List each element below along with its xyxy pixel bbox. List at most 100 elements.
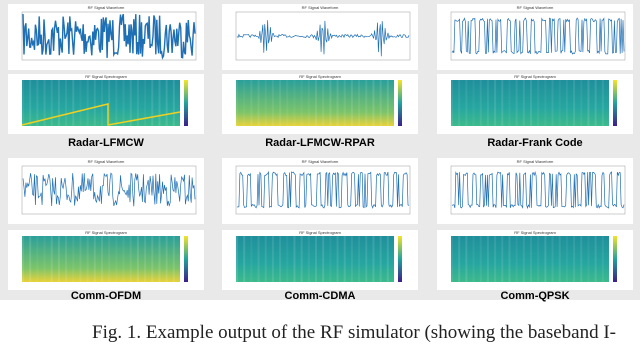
panel-label: Radar-Frank Code (487, 137, 582, 149)
spectrogram-texture (515, 236, 518, 282)
spectrogram-texture (165, 236, 168, 282)
spectrogram-image (22, 236, 180, 282)
spectrogram-texture (494, 80, 497, 126)
colorbar (184, 236, 188, 282)
spectrogram-texture (465, 80, 468, 126)
spectrogram-texture (22, 236, 24, 282)
spectrogram-texture (300, 80, 303, 126)
spectrogram-texture (486, 236, 489, 282)
spectrogram-texture (322, 80, 325, 126)
panel-label: Comm-CDMA (285, 290, 356, 302)
spectrogram-texture (79, 80, 82, 126)
spectrogram-texture (158, 236, 161, 282)
spectrogram-texture (57, 80, 60, 126)
spectrogram-texture (122, 236, 125, 282)
panel-label: Radar-LFMCW (68, 137, 144, 149)
spectrogram-texture (86, 80, 89, 126)
colorbar (184, 80, 188, 126)
spectrogram-texture (372, 236, 375, 282)
spectrogram-texture (65, 236, 68, 282)
spectrogram-texture (530, 236, 532, 282)
spectrogram-texture (43, 236, 46, 282)
spectrogram-texture (565, 236, 568, 282)
spectrogram-texture (465, 236, 468, 282)
spectrogram-texture (365, 236, 368, 282)
panel-label: Comm-OFDM (71, 290, 141, 302)
spectrogram-texture (136, 80, 139, 126)
spectrogram-title: RF Signal Spectrogram (85, 74, 127, 79)
spectrogram-texture (322, 236, 325, 282)
spectrogram-texture (108, 80, 111, 126)
spectrogram-texture (558, 80, 561, 126)
waveform-axes (235, 11, 411, 61)
spectrogram-texture (29, 236, 32, 282)
spectrogram-texture (315, 80, 317, 126)
spectrogram-texture (329, 80, 332, 126)
spectrogram-texture (122, 80, 125, 126)
spectrogram-texture (236, 80, 238, 126)
spectrogram-texture (601, 236, 604, 282)
waveform-axes (21, 11, 197, 61)
waveform-title: RF Signal Waveform (517, 159, 554, 164)
spectrogram-texture (271, 80, 274, 126)
spectrogram-title: RF Signal Spectrogram (299, 74, 341, 79)
spectrogram-texture (43, 80, 46, 126)
spectrogram-texture (93, 236, 96, 282)
spectrogram-texture (551, 80, 554, 126)
spectrogram-texture (279, 80, 282, 126)
spectrogram-texture (257, 236, 260, 282)
spectrogram-texture (350, 80, 353, 126)
waveform-axes (450, 165, 626, 215)
spectrogram-texture (101, 80, 103, 126)
spectrogram-texture (343, 80, 346, 126)
spectrogram-texture (243, 80, 246, 126)
spectrogram-texture (22, 80, 24, 126)
spectrogram-texture (72, 236, 75, 282)
waveform-title: RF Signal Waveform (517, 5, 554, 10)
spectrogram-texture (329, 236, 332, 282)
spectrogram-title: RF Signal Spectrogram (514, 230, 556, 235)
spectrogram-texture (565, 80, 568, 126)
spectrogram-texture (594, 236, 597, 282)
spectrogram-texture (279, 236, 282, 282)
spectrogram-texture (300, 236, 303, 282)
waveform-trace (22, 13, 196, 60)
spectrogram-texture (587, 80, 590, 126)
waveform-panel (222, 4, 418, 70)
waveform-trace (451, 170, 625, 210)
spectrogram-texture (472, 236, 475, 282)
spectrogram-texture (508, 236, 511, 282)
waveform-panel (8, 158, 204, 224)
spectrogram-texture (250, 80, 253, 126)
spectrogram-texture (386, 236, 389, 282)
spectrogram-texture (522, 80, 525, 126)
spectrogram-texture (372, 80, 375, 126)
spectrogram-texture (365, 80, 368, 126)
spectrogram-texture (165, 80, 168, 126)
waveform-trace (451, 17, 625, 55)
spectrogram-texture (86, 236, 89, 282)
spectrogram-texture (501, 236, 504, 282)
spectrogram-texture (108, 236, 111, 282)
spectrogram-texture (472, 80, 475, 126)
spectrogram-title: RF Signal Spectrogram (299, 230, 341, 235)
waveform-trace (236, 170, 410, 209)
spectrogram-texture (343, 236, 346, 282)
spectrogram-texture (115, 80, 118, 126)
spectrogram-image (451, 236, 609, 282)
colorbar (398, 80, 402, 126)
spectrogram-texture (501, 80, 504, 126)
spectrogram-texture (522, 236, 525, 282)
spectrogram-texture (129, 80, 132, 126)
spectrogram-texture (451, 236, 453, 282)
colorbar (613, 236, 617, 282)
spectrogram-texture (101, 236, 103, 282)
spectrogram-texture (544, 236, 547, 282)
colorbar (398, 236, 402, 282)
spectrogram-texture (530, 80, 532, 126)
waveform-title: RF Signal Waveform (302, 159, 339, 164)
spectrogram-texture (286, 80, 289, 126)
spectrogram-texture (479, 236, 482, 282)
spectrogram-texture (79, 236, 82, 282)
